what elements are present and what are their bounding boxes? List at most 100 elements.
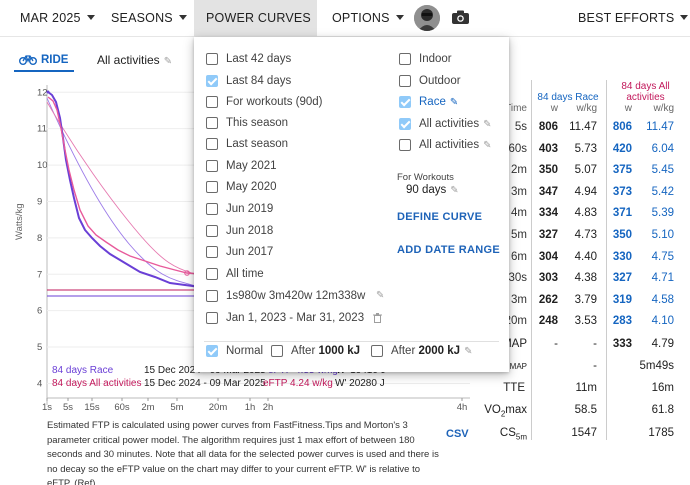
checkbox[interactable] (206, 96, 218, 108)
chevron-down-icon (178, 15, 187, 20)
table-cell-k2: 4.75 (651, 251, 674, 263)
activity-filter-option[interactable]: All activities ✎ (399, 136, 499, 154)
checkbox[interactable] (399, 96, 411, 108)
activity-filter-option[interactable]: All activities ✎ (399, 115, 499, 133)
checkbox[interactable] (206, 160, 218, 172)
col1-header: 84 days Race (537, 92, 599, 103)
checkbox[interactable] (206, 312, 218, 324)
pencil-icon[interactable]: ✎ (163, 56, 173, 67)
activity-filter-label: All activities ✎ (419, 136, 491, 155)
map2-v2: 5m49s (639, 360, 674, 372)
after-value: 2000 kJ (418, 345, 461, 357)
checkbox[interactable] (371, 345, 383, 357)
checkbox[interactable] (271, 345, 283, 357)
checkbox[interactable] (206, 138, 218, 150)
x-tick-label: 1h (245, 402, 256, 413)
tab-ride[interactable]: RIDE (14, 46, 74, 72)
chart-points (46, 90, 202, 289)
checkbox[interactable] (206, 181, 218, 193)
y-tick-label: 8 (37, 233, 42, 244)
w-header-2: w (624, 103, 632, 114)
csv-link[interactable]: CSV (446, 428, 469, 440)
y-tick-label: 12 (37, 87, 48, 98)
table-cell-k1: 11.47 (569, 121, 597, 133)
date-range-option[interactable]: Jun 2017 (206, 243, 386, 261)
seasons-menu[interactable]: SEASONS (111, 0, 187, 37)
trash-icon[interactable] (373, 313, 382, 323)
date-range-option[interactable]: For workouts (90d) (206, 93, 386, 111)
checkbox[interactable] (399, 139, 411, 151)
table-cell-k2: 4.10 (651, 315, 674, 327)
date-range-option[interactable]: Last 42 days (206, 50, 386, 68)
camera-icon[interactable] (452, 10, 469, 24)
date-range-option[interactable]: Last 84 days (206, 72, 386, 90)
add-date-range-button[interactable]: ADD DATE RANGE (397, 244, 500, 256)
power-curves-menu[interactable]: POWER CURVES (194, 0, 317, 57)
after-1000kj-option[interactable]: After 1000 kJ (271, 342, 371, 360)
pencil-icon[interactable]: ✎ (449, 97, 459, 108)
options-menu[interactable]: OPTIONS (332, 0, 404, 37)
activity-filter-option[interactable]: Outdoor (399, 72, 499, 90)
checkbox[interactable] (206, 203, 218, 215)
activity-filter-option[interactable]: Race ✎ (399, 93, 499, 111)
checkbox[interactable] (399, 75, 411, 87)
pencil-icon[interactable]: ✎ (464, 346, 473, 357)
tte-label: TTE (503, 382, 525, 394)
table-cell-t: 20m (504, 315, 527, 327)
table-cell-k2: 5.45 (651, 164, 674, 176)
x-tick-label: 2h (263, 402, 274, 413)
date-range-option[interactable]: This season (206, 114, 386, 132)
date-range-option[interactable]: May 2021 (206, 157, 386, 175)
wkg-header-1: w/kg (576, 103, 597, 114)
for-workouts-value[interactable]: 90 days ✎ (406, 184, 459, 196)
table-cell-w2: 420 (612, 143, 632, 155)
date-range-option[interactable]: All time (206, 265, 386, 283)
checkbox[interactable] (206, 345, 218, 357)
checkbox[interactable] (206, 246, 218, 258)
activities-filter[interactable]: All activities ✎ (97, 53, 172, 67)
table-cell-w2: 350 (612, 229, 632, 241)
normal-label: Normal (226, 345, 264, 357)
checkbox[interactable] (206, 53, 218, 65)
date-range-option[interactable]: 1s980w 3m420w 12m338w ✎ (206, 287, 386, 305)
normal-option[interactable]: Normal (206, 342, 286, 360)
pencil-icon[interactable]: ✎ (376, 290, 385, 301)
checkbox[interactable] (206, 117, 218, 129)
checkbox[interactable] (206, 268, 218, 280)
date-range-option[interactable]: Jun 2018 (206, 222, 386, 240)
date-range-option[interactable]: Jan 1, 2023 - Mar 31, 2023 (206, 309, 386, 327)
map-w2: 333 (612, 338, 632, 350)
date-range-option[interactable]: Jun 2019 (206, 200, 386, 218)
pencil-icon[interactable]: ✎ (483, 119, 492, 130)
legend-all-eftp: eFTP 4.24 w/kg (263, 378, 333, 389)
legend-all-range: 15 Dec 2024 - 09 Mar 2025 (144, 378, 266, 389)
x-tick-label: 5s (63, 402, 73, 413)
checkbox[interactable] (206, 225, 218, 237)
table-cell-k1: 4.38 (574, 272, 597, 284)
after-value: 1000 kJ (318, 345, 361, 357)
map-w1: - (554, 338, 558, 350)
pencil-icon[interactable]: ✎ (483, 140, 492, 151)
date-range-option[interactable]: May 2020 (206, 178, 386, 196)
table-cell-w2: 283 (612, 315, 632, 327)
table-cell-w1: 304 (538, 251, 558, 263)
checkbox[interactable] (399, 118, 411, 130)
date-range-label: For workouts (90d) (226, 96, 323, 108)
date-range-label: Jun 2018 (226, 225, 274, 237)
activity-filter-option[interactable]: Indoor (399, 50, 499, 68)
race-series-line (47, 91, 201, 288)
table-cell-k1: 5.73 (574, 143, 597, 155)
after-2000kj-option[interactable]: After 2000 kJ ✎ (371, 342, 481, 360)
checkbox[interactable] (206, 290, 218, 302)
checkbox[interactable] (399, 53, 411, 65)
table-cell-w2: 319 (612, 294, 632, 306)
define-curve-button[interactable]: DEFINE CURVE (397, 211, 483, 223)
table-cell-w2: 375 (612, 164, 632, 176)
avatar[interactable] (414, 5, 440, 31)
best-efforts-menu[interactable]: BEST EFFORTS (578, 0, 689, 37)
month-selector[interactable]: MAR 2025 (20, 0, 95, 37)
date-range-option[interactable]: Last season (206, 135, 386, 153)
pencil-icon: ✎ (450, 185, 459, 196)
checkbox[interactable] (206, 75, 218, 87)
table-cell-w1: 403 (538, 143, 558, 155)
